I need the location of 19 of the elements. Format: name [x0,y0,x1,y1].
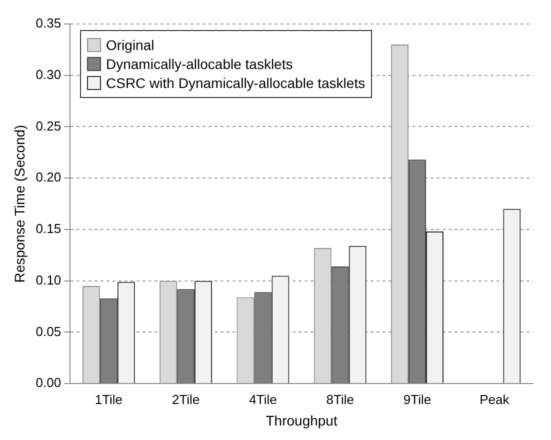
x-tick-label: 4Tile [249,392,277,407]
x-tick-label: Peak [480,392,510,407]
legend-label: Dynamically-allocable tasklets [106,56,293,72]
legend-label: Original [106,37,154,53]
y-tick-label: 0.10 [36,272,62,288]
y-tick-label: 0.00 [36,375,62,390]
x-tick-label: 9Tile [403,392,432,407]
y-tick-label: 0.25 [36,118,62,134]
x-axis-title: Throughput [266,412,338,428]
y-tick-label: 0.30 [36,66,62,82]
x-tick-label: 8Tile [326,392,354,407]
y-tick-label: 0.05 [36,324,62,339]
y-axis-title: Response Time (Second) [11,124,28,283]
legend-label: CSRC with Dynamically-allocable tasklets [106,75,366,91]
x-tick-label: 1Tile [94,392,123,407]
y-tick-label: 0.15 [36,221,62,236]
y-tick-label: 0.35 [36,16,62,31]
x-tick-label: 2Tile [172,392,200,407]
y-tick-label: 0.20 [36,170,62,185]
